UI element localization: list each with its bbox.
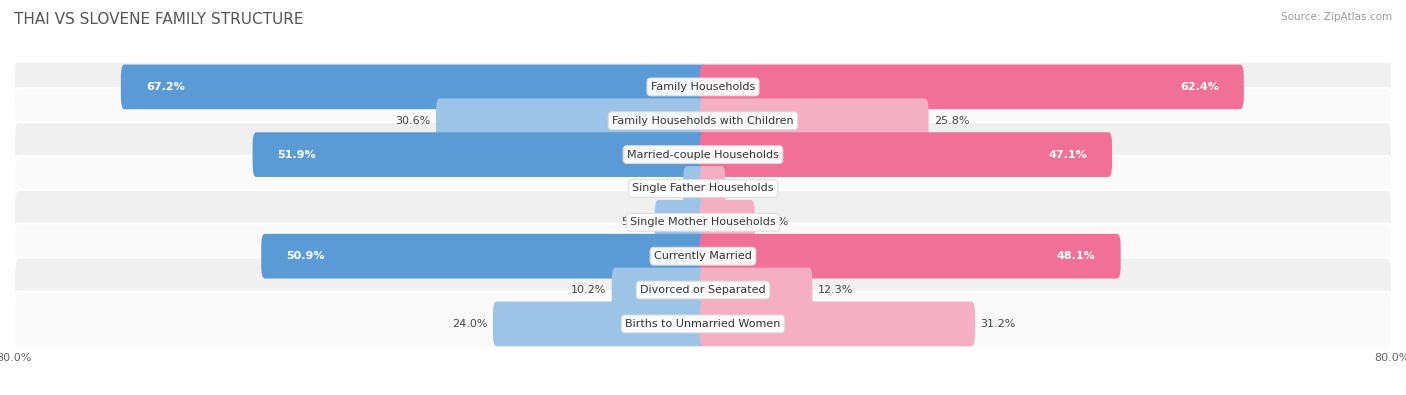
Text: 50.9%: 50.9% [287, 251, 325, 261]
Text: 24.0%: 24.0% [453, 319, 488, 329]
FancyBboxPatch shape [700, 234, 1121, 278]
Text: Currently Married: Currently Married [654, 251, 752, 261]
Text: 47.1%: 47.1% [1049, 150, 1087, 160]
Text: Family Households: Family Households [651, 82, 755, 92]
Text: 62.4%: 62.4% [1180, 82, 1219, 92]
FancyBboxPatch shape [700, 98, 928, 143]
Text: 51.9%: 51.9% [277, 150, 316, 160]
FancyBboxPatch shape [700, 301, 976, 346]
FancyBboxPatch shape [700, 166, 725, 211]
FancyBboxPatch shape [14, 88, 1392, 153]
FancyBboxPatch shape [14, 292, 1392, 356]
FancyBboxPatch shape [14, 190, 1392, 255]
FancyBboxPatch shape [253, 132, 706, 177]
FancyBboxPatch shape [121, 64, 706, 109]
FancyBboxPatch shape [655, 200, 706, 245]
FancyBboxPatch shape [700, 200, 755, 245]
FancyBboxPatch shape [14, 224, 1392, 289]
Text: Single Mother Households: Single Mother Households [630, 217, 776, 228]
Text: 48.1%: 48.1% [1057, 251, 1095, 261]
Text: 5.2%: 5.2% [621, 217, 650, 228]
FancyBboxPatch shape [14, 55, 1392, 119]
Text: 5.6%: 5.6% [759, 217, 789, 228]
Text: 1.9%: 1.9% [650, 183, 678, 194]
FancyBboxPatch shape [494, 301, 706, 346]
Text: THAI VS SLOVENE FAMILY STRUCTURE: THAI VS SLOVENE FAMILY STRUCTURE [14, 12, 304, 27]
Text: 10.2%: 10.2% [571, 285, 606, 295]
FancyBboxPatch shape [700, 132, 1112, 177]
Text: 25.8%: 25.8% [934, 116, 969, 126]
Text: 67.2%: 67.2% [146, 82, 184, 92]
Text: 30.6%: 30.6% [395, 116, 430, 126]
Text: Divorced or Separated: Divorced or Separated [640, 285, 766, 295]
FancyBboxPatch shape [262, 234, 706, 278]
FancyBboxPatch shape [700, 64, 1244, 109]
Text: 12.3%: 12.3% [817, 285, 853, 295]
FancyBboxPatch shape [700, 268, 813, 312]
Text: Births to Unmarried Women: Births to Unmarried Women [626, 319, 780, 329]
FancyBboxPatch shape [14, 258, 1392, 323]
Text: Single Father Households: Single Father Households [633, 183, 773, 194]
Text: Married-couple Households: Married-couple Households [627, 150, 779, 160]
Text: Family Households with Children: Family Households with Children [612, 116, 794, 126]
FancyBboxPatch shape [14, 122, 1392, 187]
FancyBboxPatch shape [436, 98, 706, 143]
Text: 31.2%: 31.2% [980, 319, 1015, 329]
FancyBboxPatch shape [612, 268, 706, 312]
FancyBboxPatch shape [14, 156, 1392, 221]
Text: Source: ZipAtlas.com: Source: ZipAtlas.com [1281, 12, 1392, 22]
FancyBboxPatch shape [683, 166, 706, 211]
Text: 2.2%: 2.2% [731, 183, 759, 194]
